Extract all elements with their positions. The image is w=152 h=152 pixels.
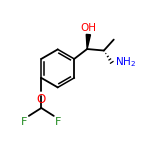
Text: NH$_2$: NH$_2$ <box>115 55 136 69</box>
Polygon shape <box>86 34 90 49</box>
Text: O: O <box>37 93 46 106</box>
Text: F: F <box>21 117 28 127</box>
Text: F: F <box>55 117 61 127</box>
Text: OH: OH <box>80 23 96 33</box>
